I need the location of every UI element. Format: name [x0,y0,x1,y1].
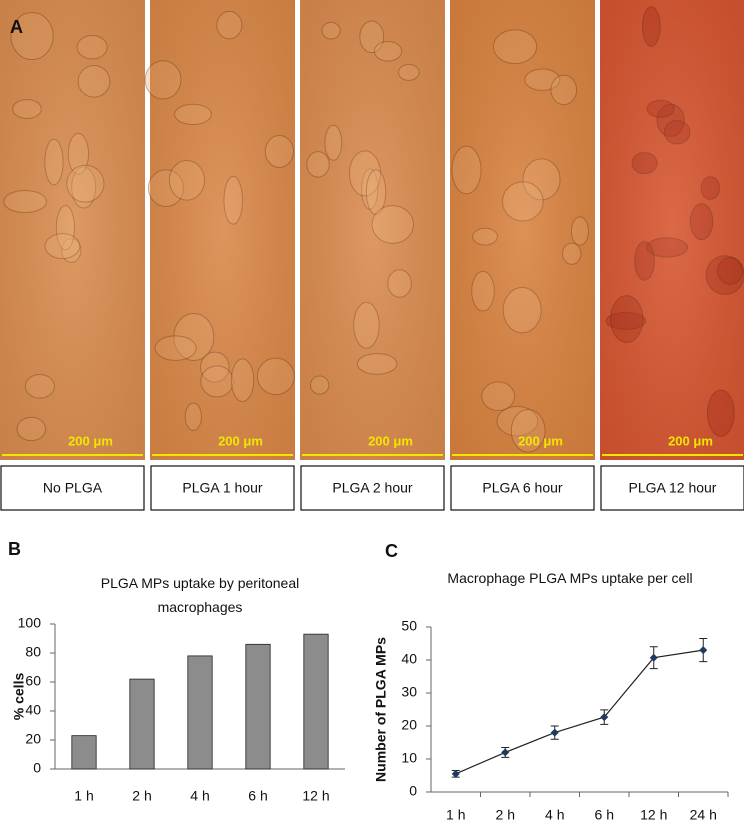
panel-label: PLGA 6 hour [482,480,563,496]
y-tick-label: 40 [25,702,41,718]
point [451,769,460,778]
scale-bar-label: 200 μm [518,433,563,448]
y-tick-label: 60 [25,673,41,689]
panel-letter: C [385,541,398,561]
y-tick-label: 30 [401,684,417,700]
bar [129,678,155,770]
scale-bar-label: 200 μm [218,433,263,448]
x-tick-label: 4 h [545,807,564,823]
y-axis-title: Number of PLGA MPs [373,637,389,782]
y-tick-label: 0 [33,760,41,776]
x-tick-label: 1 h [446,807,465,823]
point [649,653,658,662]
scale-bar-label: 200 μm [68,433,113,448]
label-box [150,465,295,511]
vignette [300,0,445,460]
panel-letter: A [10,17,23,37]
y-tick-label: 20 [401,717,417,733]
x-tick-label: 6 h [595,807,614,823]
x-tick-label: 6 h [248,788,267,804]
y-tick-label: 10 [401,750,417,766]
label-box [600,465,744,511]
x-tick-label: 2 h [132,788,151,804]
label-box [300,465,445,511]
bar [303,633,329,770]
vignette [150,0,295,460]
y-tick-label: 100 [18,615,42,631]
label-box [450,465,595,511]
label-box [0,465,145,511]
x-tick-label: 12 h [640,807,667,823]
panel-label: No PLGA [43,480,103,496]
chart-title: Macrophage PLGA MPs uptake per cell [447,570,693,586]
x-tick-label: 24 h [690,807,717,823]
vignette [600,0,744,460]
panel-label: PLGA 2 hour [332,480,413,496]
scale-bar-label: 200 μm [668,433,713,448]
panel-label: PLGA 12 hour [629,480,717,496]
scale-bar-label: 200 μm [368,433,413,448]
y-tick-label: 50 [401,618,417,634]
point [600,713,609,722]
point [550,728,559,737]
bar [187,655,213,770]
y-axis-title: % cells [11,673,27,721]
point [501,748,510,757]
x-tick-label: 12 h [302,788,329,804]
point [699,646,708,655]
y-tick-label: 0 [409,783,417,799]
chart-title: PLGA MPs uptake by peritoneal macrophage… [100,575,300,615]
y-tick-label: 40 [401,651,417,667]
panel-label: PLGA 1 hour [182,480,263,496]
vignette [0,0,145,460]
y-tick-label: 80 [25,644,41,660]
line [455,649,704,775]
vignette [450,0,595,460]
panel-letter: B [8,539,21,559]
x-tick-label: 4 h [190,788,209,804]
bar [71,735,97,770]
bar [245,643,271,770]
y-tick-label: 20 [25,731,41,747]
x-tick-label: 1 h [74,788,93,804]
x-tick-label: 2 h [496,807,515,823]
